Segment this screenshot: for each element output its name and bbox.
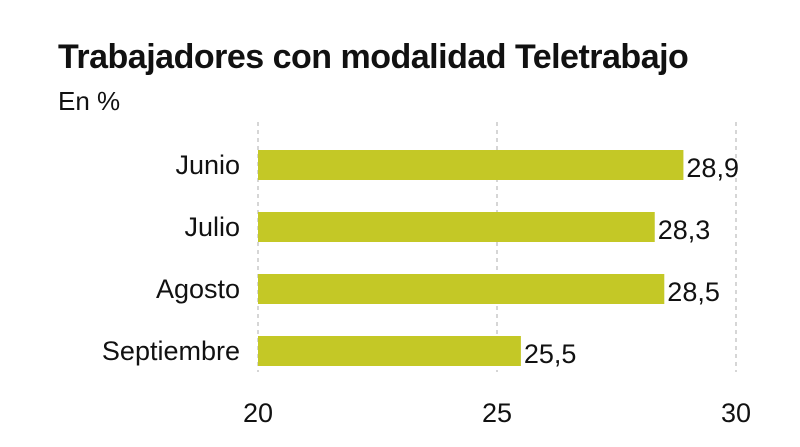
category-label: Agosto	[156, 274, 240, 304]
value-label: 25,5	[524, 339, 577, 369]
category-label: Junio	[175, 150, 240, 180]
bar	[258, 274, 665, 304]
value-label: 28,3	[658, 215, 711, 245]
value-label: 28,9	[686, 153, 739, 183]
chart-subtitle: En %	[58, 86, 121, 116]
x-tick-label: 30	[721, 398, 751, 428]
category-label: Septiembre	[102, 336, 240, 366]
bar	[258, 212, 655, 242]
value-label: 28,5	[667, 277, 720, 307]
category-label: Julio	[184, 212, 240, 242]
bar	[258, 150, 684, 180]
chart-title: Trabajadores con modalidad Teletrabajo	[58, 38, 689, 76]
x-tick-label: 25	[482, 398, 512, 428]
labels: 20 25 30 Junio 28,9 Julio 28,3 Agosto 28,5 Septie…	[102, 150, 751, 428]
bar	[258, 336, 521, 366]
x-tick-label: 20	[243, 398, 273, 428]
bars	[258, 150, 684, 366]
